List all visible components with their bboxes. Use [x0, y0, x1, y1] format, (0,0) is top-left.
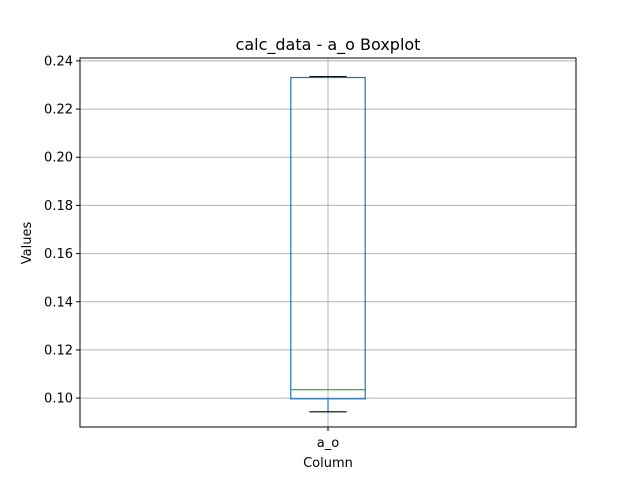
iqr-box: [290, 76, 366, 400]
y-tick-label: 0.10: [44, 392, 73, 407]
y-tick-label: 0.20: [44, 151, 73, 166]
y-tick-label: 0.24: [44, 54, 73, 69]
grid-lines: [80, 58, 576, 427]
y-tick-label: 0.12: [44, 343, 73, 358]
y-tick-label: 0.18: [44, 199, 73, 214]
y-tick-label: 0.16: [44, 247, 73, 262]
chart-title: calc_data - a_o Boxplot: [236, 35, 421, 55]
axes-layer: 0.10 0.12 0.14 0.16 0.18 0.20 0.22 0.24 a_o: [44, 54, 577, 451]
x-axis-label: Column: [303, 456, 353, 471]
y-tick-label: 0.22: [44, 103, 73, 118]
y-axis-label: Values: [20, 222, 35, 265]
x-tick-label: a_o: [317, 436, 339, 451]
axes-frame: [79, 57, 577, 428]
y-tick-label: 0.14: [44, 295, 73, 310]
box-layer: [290, 75, 366, 413]
